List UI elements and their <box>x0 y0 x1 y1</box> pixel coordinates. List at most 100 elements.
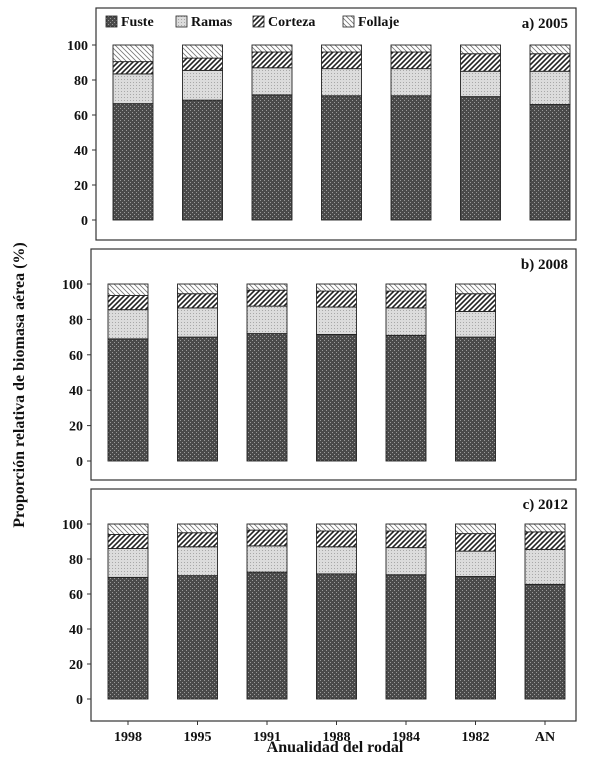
x-tick-label: 1991 <box>253 730 281 745</box>
bar-segment-corteza-1984 <box>385 530 427 549</box>
bar-segment-follaje-1998 <box>107 283 149 296</box>
y-tick-label: 20 <box>74 179 88 194</box>
bar-segment-corteza-1988 <box>316 530 357 548</box>
bar-segment-fuste-1984 <box>390 95 432 221</box>
legend-label-follaje: Follaje <box>358 15 399 30</box>
bar-segment-corteza-1982 <box>460 53 501 72</box>
bar-segment-follaje-an <box>524 523 566 533</box>
legend-swatch-corteza <box>252 15 265 28</box>
panel-title: c) 2012 <box>523 497 568 513</box>
x-axis-label: Anualidad del rodal <box>267 739 404 756</box>
bar-segment-fuste-1988 <box>316 573 357 700</box>
bar-segment-fuste-1998 <box>112 103 154 221</box>
y-tick-label: 20 <box>69 658 83 673</box>
y-tick-label: 0 <box>76 693 83 708</box>
bar-segment-corteza-an <box>524 531 566 550</box>
bar-segment-corteza-1995 <box>177 532 218 548</box>
y-tick-label: 60 <box>69 588 83 603</box>
bar-segment-ramas-1984 <box>385 307 427 336</box>
y-tick-label: 100 <box>67 39 88 54</box>
bar-segment-corteza-1991 <box>251 51 293 69</box>
y-axis-label: Proporción relativa de biomasa aérea (%) <box>11 242 28 527</box>
chart-panel-3: c) 2012 0 20 40 60 80 100 1998 1995 1991 1988 1984 1… <box>62 488 577 745</box>
bar-segment-follaje-1991 <box>251 44 293 53</box>
panel-title: a) 2005 <box>522 16 568 32</box>
y-tick-label: 80 <box>74 74 88 89</box>
bar-segment-fuste-1991 <box>246 333 288 462</box>
y-tick-label: 40 <box>69 384 83 399</box>
bar-segment-follaje-1984 <box>385 283 427 292</box>
bar-segment-follaje-1982 <box>455 283 496 295</box>
x-tick-label: 1988 <box>323 730 351 745</box>
bar-segment-follaje-1998 <box>107 523 149 535</box>
bar-segment-ramas-1982 <box>455 550 496 577</box>
y-tick-label: 0 <box>81 214 88 229</box>
bar-segment-fuste-1984 <box>385 574 427 700</box>
x-tick-label: 1998 <box>114 730 142 745</box>
bar-segment-ramas-1988 <box>316 546 357 575</box>
legend: Fuste Ramas Corteza Follaje <box>105 15 399 30</box>
bar-segment-ramas-an <box>529 70 571 105</box>
x-tick-label: 1984 <box>392 730 420 745</box>
y-tick-label: 60 <box>74 109 88 124</box>
bar-segment-ramas-1995 <box>177 546 218 577</box>
bar-segment-follaje-1984 <box>390 44 432 53</box>
y-tick-label: 40 <box>74 144 88 159</box>
bar-segment-fuste-1984 <box>385 334 427 462</box>
y-tick-label: 60 <box>69 349 83 364</box>
bar-segment-ramas-1998 <box>107 548 149 578</box>
bar-segment-corteza-1982 <box>455 293 496 312</box>
bar-segment-follaje-an <box>529 44 571 55</box>
bar-segment-follaje-1998 <box>112 44 154 63</box>
bar-segment-fuste-1982 <box>455 576 496 700</box>
bar-segment-fuste-an <box>524 583 566 700</box>
panel-frame <box>90 248 577 481</box>
y-tick-label: 100 <box>62 518 83 533</box>
bar-segment-follaje-1984 <box>385 523 427 532</box>
y-tick-label: 80 <box>69 553 83 568</box>
legend-label-ramas: Ramas <box>191 15 233 30</box>
legend-swatch-ramas <box>175 15 188 28</box>
bar-segment-ramas-1984 <box>385 547 427 576</box>
bar-segment-corteza-1984 <box>390 51 432 70</box>
y-tick-label: 40 <box>69 623 83 638</box>
bar-segment-ramas-an <box>524 548 566 585</box>
y-tick-label: 0 <box>76 455 83 470</box>
bar-segment-corteza-an <box>529 53 571 72</box>
chart-panel-2: b) 2008 0 20 40 60 80 100 <box>62 248 577 481</box>
bar-segment-corteza-1988 <box>321 51 362 70</box>
chart-panel-1: a) 2005 0 20 40 60 80 100 <box>67 7 577 241</box>
bar-segment-ramas-1991 <box>251 67 293 96</box>
legend-swatch-follaje <box>342 15 355 28</box>
legend-swatch-fuste <box>105 15 118 28</box>
bar-segment-fuste-1982 <box>460 96 501 221</box>
bar-segment-corteza-1998 <box>107 534 149 549</box>
x-tick-label: AN <box>535 730 555 745</box>
bar-segment-corteza-1982 <box>455 533 496 552</box>
bar-segment-corteza-1988 <box>316 290 357 308</box>
panel-frame <box>90 488 577 722</box>
x-tick-label: 1995 <box>184 730 212 745</box>
bar-segment-corteza-1995 <box>177 293 218 309</box>
bar-segment-fuste-1988 <box>321 95 362 221</box>
bar-segment-corteza-1995 <box>182 57 223 71</box>
bar-segment-ramas-1991 <box>246 305 288 335</box>
bar-segment-ramas-1988 <box>316 306 357 335</box>
bar-segment-follaje-1991 <box>246 523 288 531</box>
bar-segment-ramas-1982 <box>460 70 501 98</box>
bar-segment-ramas-1984 <box>390 68 432 97</box>
bar-segment-corteza-1998 <box>112 61 154 75</box>
bar-segment-fuste-1991 <box>246 571 288 700</box>
bar-segment-corteza-1991 <box>246 529 288 547</box>
bar-segment-fuste-1995 <box>177 336 218 462</box>
bar-segment-follaje-1995 <box>182 44 223 59</box>
y-tick-label: 20 <box>69 420 83 435</box>
bar-segment-fuste-an <box>529 104 571 221</box>
bar-segment-ramas-1988 <box>321 68 362 97</box>
bar-segment-fuste-1998 <box>107 338 149 462</box>
legend-label-fuste: Fuste <box>121 15 154 30</box>
y-tick-label: 100 <box>62 278 83 293</box>
bar-segment-ramas-1982 <box>455 310 496 338</box>
bar-segment-fuste-1995 <box>177 575 218 700</box>
bar-segment-ramas-1998 <box>107 309 149 340</box>
